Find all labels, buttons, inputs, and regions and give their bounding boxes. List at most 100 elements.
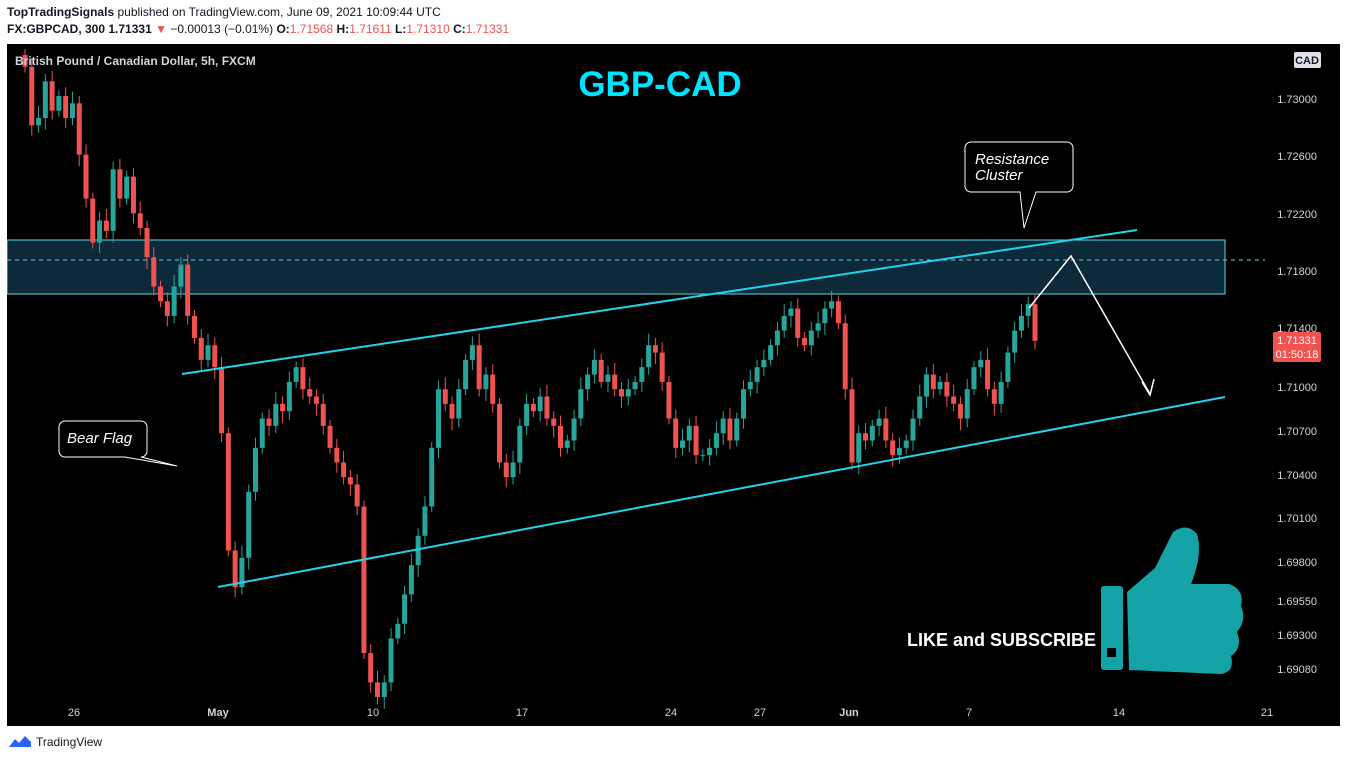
candle-body — [578, 389, 584, 419]
candle-body — [171, 286, 177, 316]
candle-body — [639, 367, 645, 382]
x-tick-label: 17 — [516, 707, 528, 719]
candle-body — [97, 220, 103, 243]
candle-body — [605, 374, 611, 382]
candle-body — [910, 418, 916, 441]
candle-body — [944, 381, 950, 397]
candle-body — [707, 447, 713, 456]
channel-upper-line[interactable] — [181, 229, 1138, 375]
candle-body — [890, 440, 896, 456]
candle-body — [849, 389, 855, 463]
candle-body — [632, 381, 638, 390]
price-axis[interactable]: 1.730001.726001.722001.718001.714001.710… — [1277, 94, 1317, 676]
candle-body — [327, 425, 333, 448]
y-tick-label: 1.70100 — [1277, 513, 1317, 525]
candle-body — [747, 381, 753, 390]
candle-body — [36, 117, 42, 126]
x-tick-label: May — [207, 707, 229, 719]
series-title[interactable]: British Pound / Canadian Dollar, 5h, FXC… — [15, 54, 256, 68]
publisher-name[interactable]: TopTradingSignals — [7, 5, 115, 19]
candle-body — [449, 403, 455, 419]
footer-brand[interactable]: TradingView — [36, 735, 103, 749]
y-tick-label: 1.69080 — [1277, 664, 1317, 676]
channel-lower-line[interactable] — [217, 396, 1226, 588]
candle-body — [442, 389, 448, 404]
x-tick-label: 10 — [367, 707, 379, 719]
candle-body — [998, 381, 1004, 404]
candle-body — [63, 95, 69, 118]
candle-body — [56, 95, 62, 111]
candle-body — [930, 374, 936, 390]
candle-body — [341, 462, 347, 478]
thumbs-up-icon[interactable] — [1101, 527, 1244, 674]
candle-body — [266, 418, 272, 426]
candle-body — [937, 381, 943, 390]
candles — [22, 49, 1038, 709]
candle-body — [985, 359, 991, 390]
candle-body — [1005, 352, 1011, 382]
chart-frame[interactable]: GBP-CAD British Pound / Canadian Dollar,… — [7, 44, 1340, 726]
open-label: O: — [276, 22, 290, 36]
candle-body — [957, 403, 963, 419]
candle-body — [137, 213, 143, 228]
high-value: 1.71611 — [349, 22, 392, 36]
y-tick-label: 1.72200 — [1277, 209, 1317, 221]
candle-body — [544, 396, 550, 419]
candle-body — [802, 337, 808, 346]
candle-body — [720, 418, 726, 434]
candle-body — [490, 374, 496, 404]
candle-body — [103, 220, 109, 231]
candle-body — [130, 176, 136, 214]
candle-body — [754, 367, 760, 382]
candle-body — [469, 345, 475, 360]
candle-body — [483, 374, 489, 390]
candle-body — [829, 301, 835, 309]
price-chart[interactable]: GBP-CAD British Pound / Canadian Dollar,… — [7, 44, 1340, 726]
change-down-icon: ▼ — [155, 22, 167, 36]
candle-body — [680, 440, 686, 448]
candle-body — [76, 103, 82, 155]
resistance-zone[interactable] — [7, 239, 1226, 295]
countdown-label: 01:50:18 — [1276, 349, 1319, 361]
candle-body — [646, 345, 652, 368]
symbol-label[interactable]: FX:GBPCAD, 300 — [7, 22, 106, 36]
high-label: H: — [336, 22, 350, 36]
candle-body — [686, 425, 692, 441]
time-axis[interactable]: 26 May 10 17 24 27 Jun 7 14 21 — [68, 707, 1273, 719]
candle-body — [422, 506, 428, 536]
candle-body — [598, 359, 604, 382]
candle-body — [158, 286, 164, 302]
close-label: C: — [453, 22, 466, 36]
y-tick-label: 1.69300 — [1277, 630, 1317, 642]
candle-body — [924, 374, 930, 397]
projection-path[interactable] — [1028, 254, 1151, 395]
candle-body — [788, 308, 794, 316]
candle-body — [415, 535, 421, 566]
y-tick-label: 1.72600 — [1277, 151, 1317, 163]
change-value: −0.00013 (−0.01%) — [170, 22, 274, 36]
candle-body — [307, 389, 313, 397]
candle-body — [761, 359, 767, 368]
tradingview-logo-icon[interactable] — [8, 735, 32, 749]
candle-body — [896, 447, 902, 456]
bear-flag-callout[interactable] — [58, 420, 178, 467]
cta-text[interactable]: LIKE and SUBSCRIBE — [907, 630, 1096, 650]
resistance-callout[interactable] — [964, 141, 1074, 229]
candle-body — [808, 330, 814, 346]
x-tick-label: 26 — [68, 707, 80, 719]
candle-body — [463, 359, 469, 390]
candle-body — [381, 682, 387, 698]
currency-badge[interactable] — [1294, 52, 1321, 68]
candle-body — [517, 425, 523, 463]
open-value: 1.71568 — [289, 22, 334, 36]
candle-body — [42, 81, 48, 118]
candle-body — [883, 418, 889, 441]
last-price-tag[interactable] — [1273, 332, 1321, 362]
candle-body — [591, 359, 597, 375]
candle-body — [408, 565, 414, 595]
published-text: published on TradingView.com, June 09, 2… — [117, 5, 441, 19]
candle-body — [978, 359, 984, 368]
candle-body — [90, 198, 96, 243]
candle-body — [83, 154, 89, 199]
candle-body — [178, 264, 184, 287]
